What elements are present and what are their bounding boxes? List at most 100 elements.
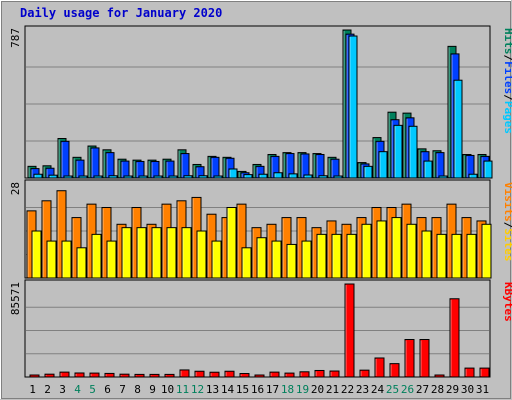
x-tick-day-1: 1 (29, 383, 36, 396)
bar-kbytes-day-21 (329, 370, 340, 378)
x-tick-day-5: 5 (89, 383, 96, 396)
x-tick-day-19: 19 (296, 383, 309, 396)
bar-pages-day-19 (303, 174, 313, 179)
bar-sites-day-5 (91, 233, 102, 279)
x-tick-day-16: 16 (251, 383, 264, 396)
bar-pages-day-17 (273, 172, 283, 179)
bar-sites-day-2 (46, 240, 57, 279)
bar-kbytes-day-26 (404, 339, 415, 378)
bar-kbytes-day-3 (59, 371, 70, 378)
legend-entry: Hits (502, 28, 512, 55)
bar-kbytes-day-8 (134, 373, 145, 378)
bar-sites-day-3 (61, 240, 72, 279)
bar-pages-day-6 (108, 175, 118, 179)
bar-pages-day-18 (288, 173, 298, 179)
x-tick-day-7: 7 (119, 383, 126, 396)
bar-sites-day-29 (451, 233, 462, 279)
y-max-label: 787 (9, 28, 22, 48)
bar-pages-day-28 (438, 175, 448, 179)
bar-pages-day-22 (348, 35, 358, 179)
legend-entry: KBytes (502, 282, 512, 322)
x-tick-day-20: 20 (311, 383, 324, 396)
bar-pages-day-11 (183, 175, 193, 179)
bar-pages-day-9 (153, 175, 163, 179)
bar-pages-day-5 (93, 175, 103, 179)
bar-kbytes-day-27 (419, 339, 430, 378)
x-tick-day-29: 29 (446, 383, 459, 396)
bar-kbytes-day-4 (74, 372, 85, 378)
bar-kbytes-day-10 (164, 373, 175, 378)
bar-kbytes-day-12 (194, 370, 205, 378)
legend-entry: Files (502, 61, 512, 94)
legend-entry: / (502, 94, 512, 101)
bar-pages-day-3 (63, 175, 73, 179)
x-tick-day-8: 8 (134, 383, 141, 396)
chart-title: Daily usage for January 2020 (20, 6, 222, 20)
bar-pages-day-15 (243, 174, 253, 179)
bar-pages-day-31 (483, 160, 493, 179)
x-tick-day-31: 31 (476, 383, 489, 396)
bar-pages-day-14 (228, 168, 238, 179)
bar-pages-day-12 (198, 175, 208, 179)
bar-sites-day-14 (226, 207, 237, 279)
legend-kbytes: KBytes (502, 282, 512, 322)
legend-visits: Visits/Sites (502, 182, 512, 262)
bar-kbytes-day-23 (359, 369, 370, 378)
x-tick-day-13: 13 (206, 383, 219, 396)
bar-kbytes-day-13 (209, 371, 220, 378)
bar-pages-day-8 (138, 175, 148, 179)
legend-entry: / (502, 222, 512, 229)
bar-sites-day-7 (121, 227, 132, 279)
bar-sites-day-22 (346, 233, 357, 279)
bar-kbytes-day-28 (434, 374, 445, 378)
bar-sites-day-19 (301, 240, 312, 279)
bar-sites-day-25 (391, 217, 402, 279)
bar-pages-day-2 (48, 174, 58, 179)
bar-kbytes-day-5 (89, 372, 100, 378)
bar-kbytes-day-29 (449, 298, 460, 378)
bar-pages-day-7 (123, 175, 133, 179)
x-tick-day-4: 4 (74, 383, 81, 396)
bar-sites-day-31 (481, 223, 492, 279)
y-max-label: 28 (9, 182, 22, 195)
bar-sites-day-26 (406, 223, 417, 279)
legend-entry: Sites (502, 228, 512, 261)
bar-kbytes-day-6 (104, 372, 115, 378)
bar-pages-day-13 (213, 175, 223, 179)
chart-panels: 787Hits/Files/Pages28Visits/Sites85571KB… (9, 25, 512, 378)
bar-sites-day-1 (31, 230, 42, 279)
bar-pages-day-29 (453, 79, 463, 179)
x-tick-day-17: 17 (266, 383, 279, 396)
bar-sites-day-20 (316, 233, 327, 279)
bar-kbytes-day-16 (254, 374, 265, 378)
bar-sites-day-23 (361, 223, 372, 279)
bar-kbytes-day-14 (224, 370, 235, 378)
bar-sites-day-13 (211, 240, 222, 279)
bar-sites-day-9 (151, 227, 162, 279)
bar-sites-day-30 (466, 233, 477, 279)
bar-pages-day-26 (408, 125, 418, 179)
bar-pages-day-10 (168, 175, 178, 179)
y-max-label: 85571 (9, 282, 22, 315)
bar-pages-day-25 (393, 124, 403, 179)
bar-pages-day-27 (423, 160, 433, 179)
bar-kbytes-day-20 (314, 369, 325, 378)
x-axis-labels: 1 2 3 4 5 6 7 8 9 10 11 12 13 14 15 16 17 18 19 20 21 22 23 24 2… (29, 383, 489, 396)
x-tick-day-12: 12 (191, 383, 204, 396)
x-tick-day-30: 30 (461, 383, 474, 396)
bar-kbytes-day-25 (389, 363, 400, 378)
legend-entry: Visits (502, 182, 512, 222)
bar-kbytes-day-17 (269, 371, 280, 378)
bar-pages-day-4 (78, 175, 88, 179)
bar-pages-day-1 (33, 173, 43, 179)
x-tick-day-15: 15 (236, 383, 249, 396)
bar-sites-day-8 (136, 227, 147, 279)
x-tick-day-2: 2 (44, 383, 51, 396)
x-tick-day-6: 6 (104, 383, 111, 396)
legend-entry: Pages (502, 101, 512, 134)
bar-kbytes-day-2 (44, 373, 55, 378)
